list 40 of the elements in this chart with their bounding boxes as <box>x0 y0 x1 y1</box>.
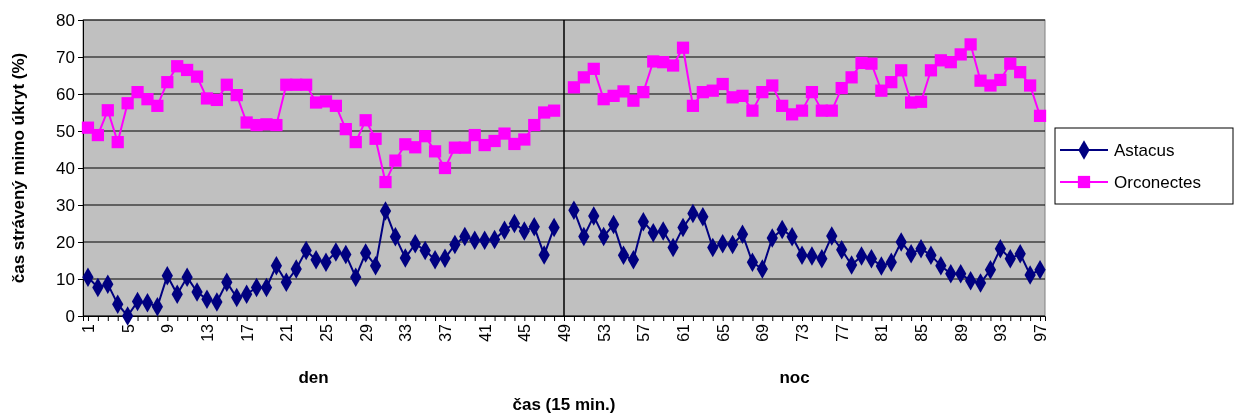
x-tick-label: 37 <box>437 323 455 342</box>
x-tick-label: 61 <box>675 323 693 342</box>
x-axis-title: čas (15 min.) <box>512 395 616 414</box>
y-tick-label: 20 <box>56 232 75 252</box>
x-tick-label: 45 <box>516 323 534 342</box>
x-tick-label: 49 <box>556 323 574 342</box>
x-tick-label: 41 <box>476 323 494 342</box>
x-tick-label: 13 <box>199 323 217 342</box>
x-tick-label: 89 <box>952 323 970 342</box>
y-tick-label: 30 <box>56 195 75 215</box>
x-tick-label: 29 <box>357 323 375 342</box>
x-tick-label: 97 <box>1032 323 1050 342</box>
y-tick-label: 50 <box>56 121 75 141</box>
x-tick-label: 81 <box>873 323 891 342</box>
text: den <box>298 368 329 387</box>
y-tick-label: 80 <box>56 10 75 30</box>
x-tick-label: 17 <box>238 323 256 342</box>
y-tick-label: 40 <box>56 158 75 178</box>
y-tick-label: 60 <box>56 84 75 104</box>
x-tick-label: 85 <box>913 323 931 342</box>
y-axis-title: čas strávený mimo úkryt (%) <box>9 52 28 284</box>
legend-label: Orconectes <box>1114 172 1201 192</box>
y-tick-label: 0 <box>65 306 75 326</box>
legend-label: Astacus <box>1114 140 1175 160</box>
y-tick-label: 10 <box>56 269 75 289</box>
x-tick-label: 9 <box>159 323 177 333</box>
x-tick-label: 33 <box>397 323 415 342</box>
x-tick-label: 73 <box>794 323 812 342</box>
x-tick-label: 57 <box>635 323 653 342</box>
y-tick-label: 70 <box>56 47 75 67</box>
x-tick-label: 53 <box>595 323 613 342</box>
x-tick-label: 1 <box>80 323 98 333</box>
x-tick-label: 93 <box>992 323 1010 342</box>
x-tick-label: 77 <box>833 323 851 342</box>
x-tick-label: 5 <box>119 323 137 333</box>
x-tick-label: 65 <box>714 323 732 342</box>
text: noc <box>779 368 810 387</box>
x-tick-label: 69 <box>754 323 772 342</box>
x-tick-label: 25 <box>318 323 336 342</box>
x-tick-label: 21 <box>278 323 296 342</box>
